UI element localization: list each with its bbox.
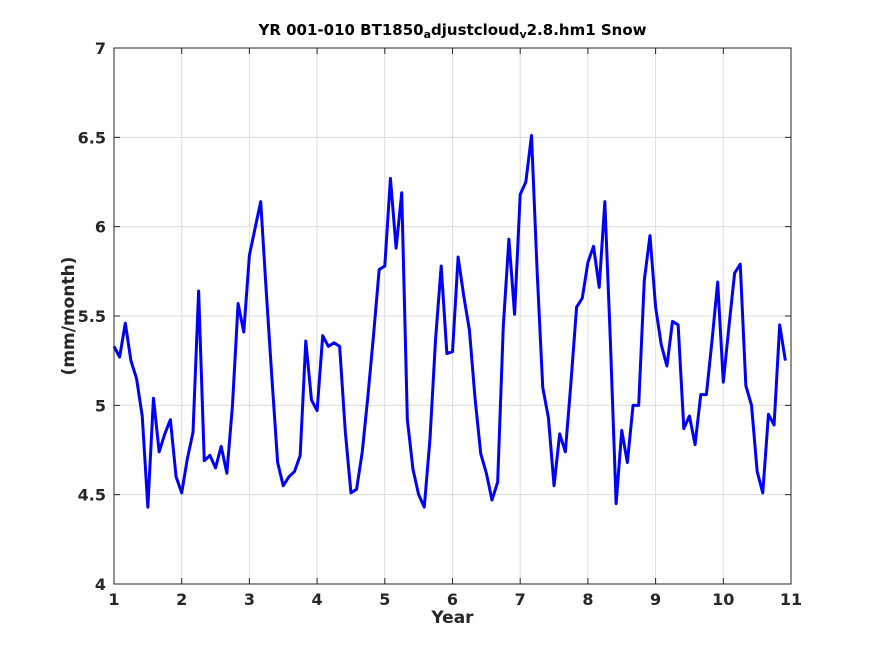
title-subscript: a (424, 28, 431, 41)
chart-title: YR 001-010 BT1850adjustcloudv2.8.hm1 Sno… (257, 21, 646, 41)
y-tick-label: 4 (95, 575, 106, 594)
title-subscript: v (519, 28, 527, 41)
title-segment: djustcloud (431, 21, 519, 39)
x-tick-label: 9 (650, 590, 661, 609)
series-layer (112, 134, 787, 509)
x-tick-label: 8 (582, 590, 593, 609)
x-tick-label: 2 (176, 590, 187, 609)
y-tick-label: 4.5 (78, 486, 106, 505)
y-tick-label: 5 (95, 396, 106, 415)
x-tick-label: 4 (312, 590, 323, 609)
x-tick-label: 10 (712, 590, 734, 609)
grid (114, 48, 791, 584)
axis-ticks: 1 2 3 4 5 6 7 8 9 10 11 4 4.5 5 5.5 6 6.5 7 (78, 39, 802, 609)
y-tick-label: 6 (95, 218, 106, 237)
x-axis-label: Year (430, 608, 474, 628)
x-tick-label: 5 (379, 590, 390, 609)
y-axis-label: (mm/month) (59, 257, 79, 376)
y-tick-label: 5.5 (78, 307, 106, 326)
x-tick-label: 6 (447, 590, 458, 609)
data-series-line (112, 134, 787, 509)
x-tick-label: 7 (515, 590, 526, 609)
x-tick-label: 11 (780, 590, 802, 609)
x-tick-label: 3 (244, 590, 255, 609)
title-segment: YR 001-010 BT1850 (257, 21, 423, 39)
title-segment: 2.8.hm1 Snow (527, 21, 647, 39)
y-tick-label: 7 (95, 39, 106, 58)
x-tick-label: 1 (108, 590, 119, 609)
y-tick-label: 6.5 (78, 128, 106, 147)
